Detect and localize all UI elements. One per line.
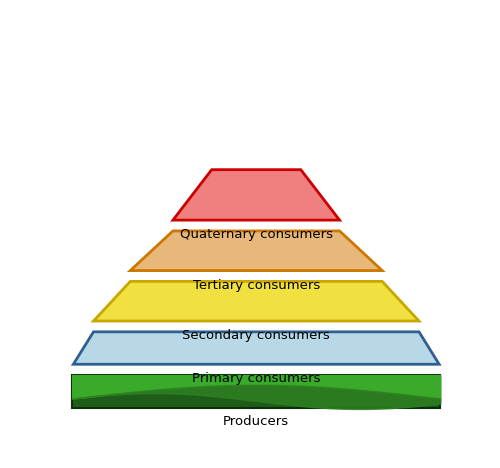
Polygon shape [74,332,439,364]
Polygon shape [72,375,440,408]
Polygon shape [130,231,382,271]
Polygon shape [94,281,419,321]
Text: Producers: Producers [223,416,290,428]
Text: Tertiary consumers: Tertiary consumers [192,278,320,292]
Text: Primary consumers: Primary consumers [192,372,320,385]
Text: Quaternary consumers: Quaternary consumers [180,228,333,241]
Polygon shape [173,170,340,220]
Text: Secondary consumers: Secondary consumers [182,329,330,342]
